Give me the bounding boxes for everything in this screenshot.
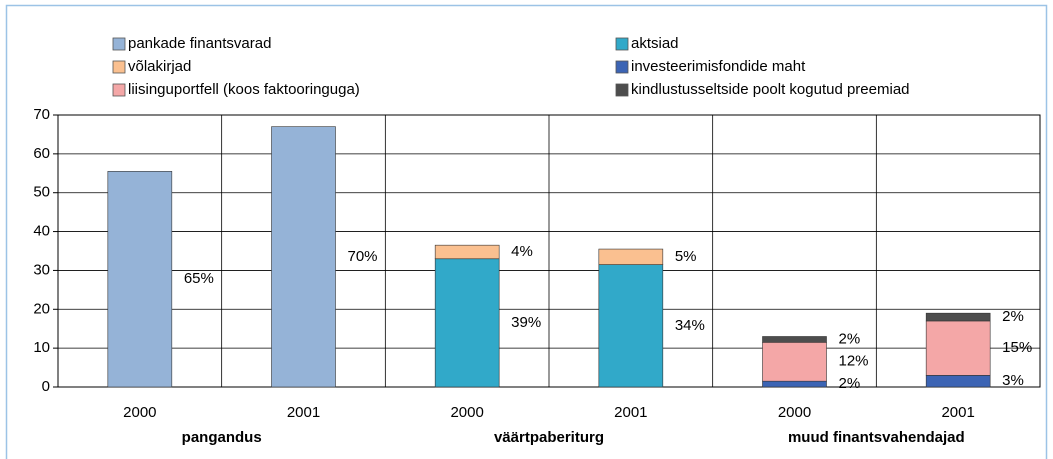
bar-segment: [598, 264, 664, 388]
bar-segment: [925, 375, 991, 388]
legend-label: võlakirjad: [128, 58, 191, 75]
x-tick-label: 2001: [614, 404, 647, 421]
legend-swatch: [112, 37, 126, 51]
legend-swatch: [615, 37, 629, 51]
share-label: 4%: [511, 243, 533, 260]
group-label: väärtpaberiturg: [494, 429, 604, 446]
legend-label: liisinguportfell (koos faktooringuga): [128, 81, 360, 98]
plot-border: [57, 114, 1041, 388]
x-tick-label: 2000: [450, 404, 483, 421]
bar-segment: [762, 336, 827, 343]
share-label: 12%: [839, 353, 869, 370]
bar-segment: [271, 126, 336, 388]
bar-segment: [434, 244, 500, 260]
share-label: 15%: [1002, 339, 1032, 356]
legend-swatch: [615, 83, 629, 97]
share-label: 65%: [184, 270, 214, 287]
share-label: 5%: [675, 248, 697, 265]
legend-label: pankade finantsvarad: [128, 35, 271, 52]
y-tick-label: 0: [42, 378, 50, 395]
legend-label: investeerimisfondide maht: [631, 58, 806, 75]
x-tick-label: 2001: [287, 404, 320, 421]
legend-label: kindlustusseltside poolt kogutud preemia…: [631, 81, 910, 98]
bar-segment: [762, 380, 827, 388]
share-label: 3%: [1002, 372, 1024, 389]
bar-segment: [107, 171, 173, 388]
y-tick-label: 10: [33, 339, 50, 356]
legend-swatch: [615, 60, 629, 74]
share-label: 70%: [348, 248, 378, 265]
y-tick-label: 20: [33, 300, 50, 317]
share-label: 2%: [839, 375, 861, 392]
y-tick-label: 70: [33, 106, 50, 123]
y-tick-label: 40: [33, 223, 50, 240]
x-tick-label: 2000: [778, 404, 811, 421]
group-label: pangandus: [182, 429, 262, 446]
bar-segment: [762, 342, 827, 382]
bar-segment: [598, 248, 664, 265]
y-tick-label: 30: [33, 261, 50, 278]
share-label: 2%: [1002, 308, 1024, 325]
x-tick-label: 2000: [123, 404, 156, 421]
legend-swatch: [112, 60, 126, 74]
chart-frame: [5, 4, 1048, 459]
x-tick-label: 2001: [941, 404, 974, 421]
y-tick-label: 60: [33, 145, 50, 162]
y-tick-label: 50: [33, 184, 50, 201]
group-label: muud finantsvahendajad: [788, 429, 965, 446]
legend-swatch: [112, 83, 126, 97]
bar-segment: [434, 258, 500, 388]
share-label: 34%: [675, 317, 705, 334]
bar-segment: [925, 312, 991, 322]
legend-label: aktsiad: [631, 35, 679, 52]
share-label: 2%: [839, 330, 861, 347]
share-label: 39%: [511, 314, 541, 331]
bar-segment: [925, 320, 991, 376]
